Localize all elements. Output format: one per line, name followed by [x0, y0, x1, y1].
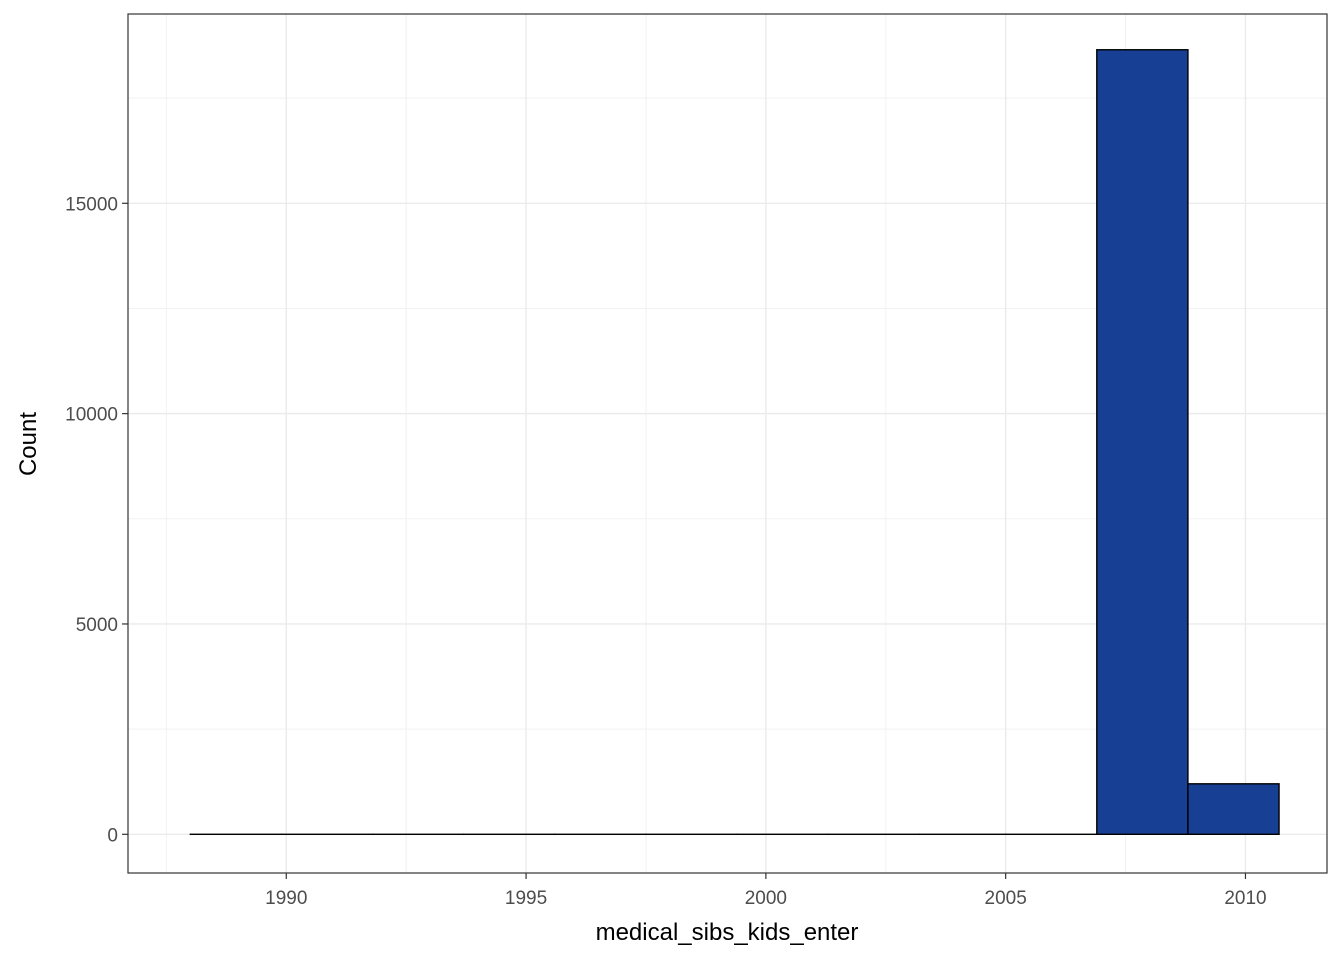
- panel-border-rect: [127, 13, 1328, 874]
- histogram-bar: [1096, 49, 1189, 835]
- x-axis: 1990 1995 2000 2005 2010: [265, 873, 1267, 909]
- y-axis-title: Count: [15, 412, 42, 476]
- y-tick-label: 15000: [65, 194, 118, 215]
- y-tick-label: 0: [107, 825, 118, 846]
- x-tick-label: 2010: [1224, 888, 1266, 909]
- histogram-bar: [1187, 783, 1280, 835]
- y-tick-label: 5000: [76, 615, 118, 636]
- panel-border: [127, 13, 1328, 874]
- x-axis-title: medical_sibs_kids_enter: [596, 919, 859, 946]
- histogram-bars: [189, 49, 1280, 836]
- x-tick-label: 2005: [985, 888, 1027, 909]
- y-axis: 0 5000 10000 15000: [65, 194, 128, 846]
- x-tick-label: 1995: [505, 888, 547, 909]
- x-tick-label: 1990: [265, 888, 307, 909]
- x-tick-label: 2000: [745, 888, 787, 909]
- y-tick-label: 10000: [65, 405, 118, 426]
